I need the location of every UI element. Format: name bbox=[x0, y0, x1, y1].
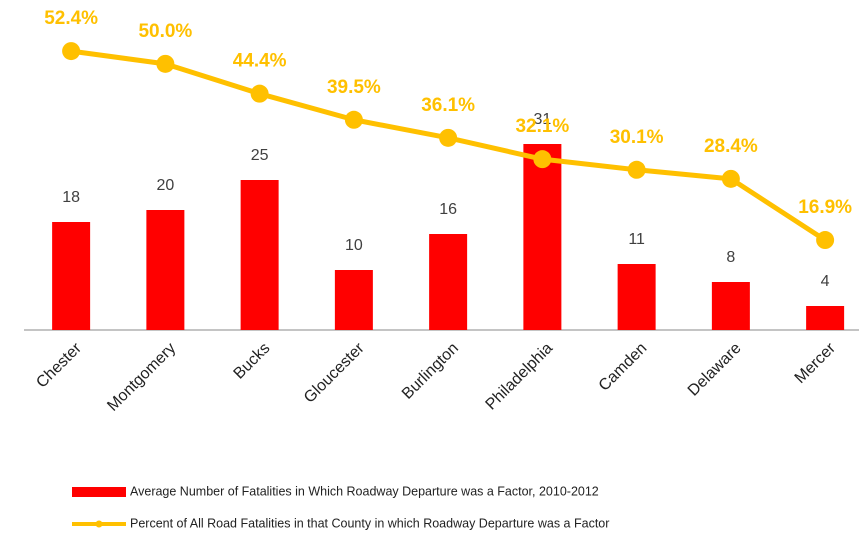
bar-value-label: 20 bbox=[156, 177, 174, 194]
bar-value-label: 8 bbox=[726, 249, 735, 266]
legend-label: Average Number of Fatalities in Which Ro… bbox=[130, 484, 599, 498]
legend-label: Percent of All Road Fatalities in that C… bbox=[130, 516, 609, 530]
line-marker bbox=[250, 84, 269, 103]
bar-value-label: 25 bbox=[251, 147, 269, 164]
bar bbox=[334, 270, 373, 330]
line-value-label: 52.4% bbox=[44, 8, 98, 29]
line-marker bbox=[344, 110, 363, 129]
x-tick-label: Delaware bbox=[685, 340, 745, 400]
x-tick-label: Gloucester bbox=[301, 339, 368, 406]
line-value-label: 28.4% bbox=[704, 136, 758, 157]
bar bbox=[146, 210, 185, 330]
line-marker bbox=[721, 169, 740, 188]
x-tick-label: Montgomery bbox=[104, 340, 179, 415]
line-marker bbox=[627, 160, 646, 179]
x-tick-label: Burlington bbox=[399, 340, 462, 403]
bar-value-label: 18 bbox=[62, 189, 80, 206]
line-marker bbox=[156, 54, 175, 73]
x-tick-label: Chester bbox=[33, 339, 85, 391]
legend-swatch-marker bbox=[95, 520, 103, 528]
line-value-label: 36.1% bbox=[421, 95, 475, 116]
line-value-label: 50.0% bbox=[138, 21, 192, 42]
line-marker bbox=[816, 231, 835, 250]
bar bbox=[52, 222, 91, 330]
line-value-label: 30.1% bbox=[610, 127, 664, 148]
bar bbox=[617, 264, 656, 330]
bar bbox=[523, 144, 562, 330]
bar bbox=[806, 306, 845, 330]
line-marker bbox=[439, 128, 458, 147]
line-value-label: 44.4% bbox=[233, 51, 287, 72]
legend-swatch bbox=[72, 487, 126, 497]
x-tick-label: Mercer bbox=[792, 339, 840, 387]
x-tick-label: Philadelphia bbox=[483, 340, 557, 414]
bar bbox=[240, 180, 279, 330]
line-value-label: 16.9% bbox=[798, 197, 852, 218]
x-tick-label: Bucks bbox=[231, 340, 274, 383]
bar-value-label: 10 bbox=[345, 237, 363, 254]
bar bbox=[711, 282, 750, 330]
bar-value-label: 31 bbox=[533, 111, 551, 128]
line-value-label: 32.1% bbox=[515, 116, 569, 137]
line-marker bbox=[533, 150, 552, 169]
bar-value-label: 16 bbox=[439, 201, 457, 218]
bar-value-label: 4 bbox=[821, 273, 830, 290]
line-marker bbox=[62, 42, 81, 61]
line-value-label: 39.5% bbox=[327, 77, 381, 98]
bar bbox=[429, 234, 468, 330]
x-tick-label: Camden bbox=[596, 340, 651, 395]
bar-value-label: 11 bbox=[628, 231, 645, 248]
